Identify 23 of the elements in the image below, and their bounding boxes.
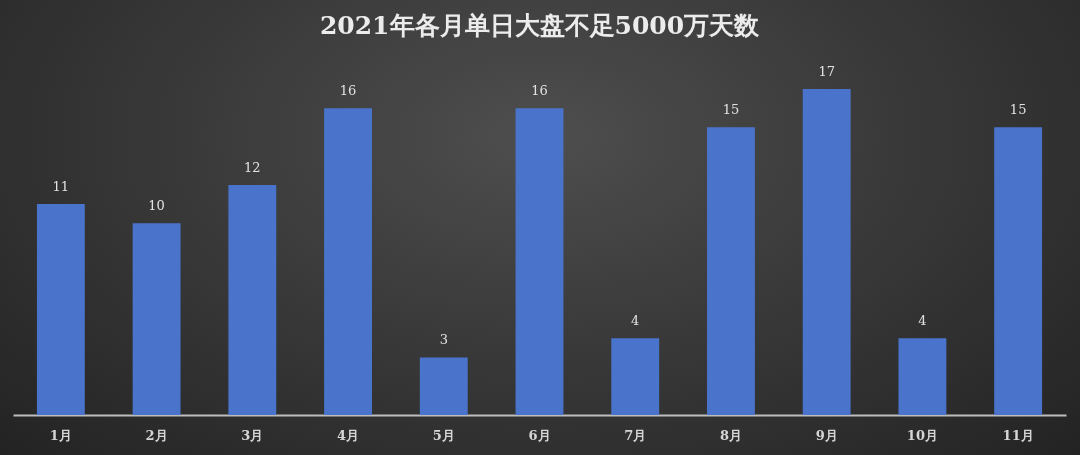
- data-label: 4: [631, 313, 640, 329]
- x-tick-label: 2月: [145, 427, 168, 443]
- data-label: 11: [52, 179, 70, 195]
- x-tick-label: 9月: [815, 427, 838, 443]
- data-label: 16: [339, 83, 357, 99]
- data-label: 4: [918, 313, 927, 329]
- chart-title: 2021年各月单日大盘不足5000万天数: [319, 11, 761, 40]
- x-tick-label: 8月: [719, 427, 742, 443]
- x-tick-label: 10月: [906, 427, 938, 443]
- x-tick-label: 6月: [528, 427, 551, 443]
- data-label: 17: [818, 64, 835, 79]
- x-tick-label: 4月: [337, 427, 360, 443]
- data-label: 16: [531, 83, 548, 99]
- x-tick-label: 3月: [241, 427, 264, 443]
- data-label: 12: [244, 159, 261, 175]
- x-tick-label: 5月: [432, 427, 455, 443]
- x-tick-label: 1月: [49, 427, 72, 443]
- data-label: 15: [722, 102, 740, 118]
- data-label: 10: [148, 198, 165, 214]
- x-tick-label: 7月: [624, 427, 647, 443]
- data-label: 15: [1009, 102, 1027, 118]
- x-tick-label: 11月: [1002, 427, 1034, 443]
- data-label: 3: [439, 332, 448, 348]
